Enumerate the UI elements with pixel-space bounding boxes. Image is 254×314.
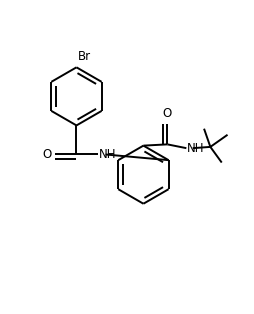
Text: O: O bbox=[163, 107, 172, 120]
Text: NH: NH bbox=[99, 148, 117, 161]
Text: O: O bbox=[43, 148, 52, 161]
Text: Br: Br bbox=[78, 50, 91, 63]
Text: NH: NH bbox=[187, 142, 205, 155]
